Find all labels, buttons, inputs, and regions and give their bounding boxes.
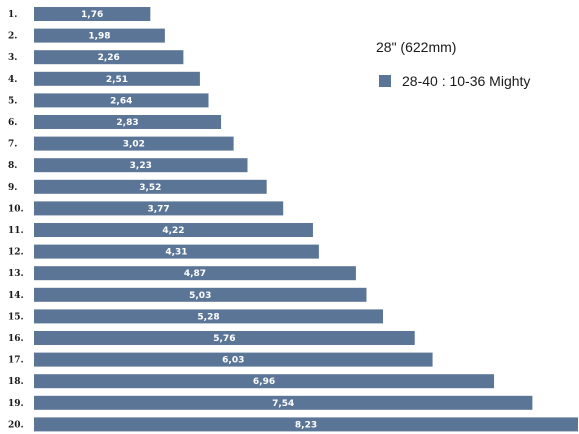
bar [34, 244, 319, 259]
category-label: 8. [8, 161, 17, 171]
category-label: 5. [8, 96, 17, 106]
bar-value-label: 1,76 [81, 10, 103, 20]
legend-title: 28" (622mm) [376, 39, 457, 55]
category-label: 11. [8, 226, 24, 236]
bar [34, 71, 200, 86]
bar-value-label: 6,03 [222, 356, 244, 366]
bar-value-label: 3,23 [130, 161, 152, 171]
bar [34, 266, 356, 281]
category-label: 14. [8, 291, 24, 301]
bar-value-label: 2,64 [110, 96, 132, 106]
bar-value-label: 2,26 [98, 53, 120, 63]
category-label: 6. [8, 118, 17, 128]
bar-value-label: 7,54 [272, 399, 294, 409]
category-label: 16. [8, 334, 24, 344]
bar [34, 158, 248, 173]
bar-value-label: 3,52 [139, 183, 161, 193]
bar [34, 331, 415, 345]
category-label: 12. [8, 248, 24, 258]
category-label: 20. [8, 420, 24, 430]
bar-value-label: 5,76 [213, 334, 235, 344]
bar-value-label: 1,98 [88, 32, 110, 42]
bar-value-label: 6,96 [253, 377, 275, 387]
category-label: 15. [8, 312, 24, 322]
bar-value-label: 2,51 [106, 75, 128, 85]
category-label: 2. [8, 32, 17, 42]
bar-value-label: 3,02 [123, 140, 145, 150]
legend-entry: 28-40 : 10-36 Mighty [379, 73, 530, 89]
bar-value-label: 3,77 [147, 204, 169, 214]
category-label: 10. [8, 204, 24, 214]
bar [34, 309, 384, 324]
bar-value-label: 4,31 [165, 248, 187, 258]
bar [34, 50, 184, 65]
bar-value-label: 2,83 [116, 118, 138, 128]
bar [34, 28, 165, 43]
category-label: 4. [8, 75, 17, 85]
bar [34, 417, 578, 432]
bar [34, 93, 209, 108]
legend-series-label: 28-40 : 10-36 Mighty [402, 73, 531, 89]
bar [34, 352, 433, 367]
category-label: 9. [8, 183, 17, 193]
category-label: 1. [8, 10, 17, 20]
category-label: 7. [8, 140, 17, 150]
bar-value-label: 4,87 [184, 269, 206, 279]
bar [34, 287, 367, 302]
category-label: 17. [8, 356, 24, 366]
category-label: 19. [8, 399, 24, 409]
legend-swatch [379, 75, 391, 87]
bar [34, 179, 267, 194]
category-label: 3. [8, 53, 17, 63]
category-label: 13. [8, 269, 24, 279]
bar-value-label: 5,28 [197, 312, 219, 322]
bar-value-label: 8,23 [295, 420, 317, 430]
bar [34, 201, 284, 216]
category-label: 18. [8, 377, 24, 387]
bar-value-label: 4,22 [162, 226, 184, 236]
bar-value-label: 5,03 [189, 291, 211, 301]
bar [34, 136, 234, 151]
bar [34, 374, 495, 389]
bar [34, 223, 313, 237]
bar [34, 115, 222, 129]
bar [34, 395, 533, 410]
bar [34, 7, 151, 21]
